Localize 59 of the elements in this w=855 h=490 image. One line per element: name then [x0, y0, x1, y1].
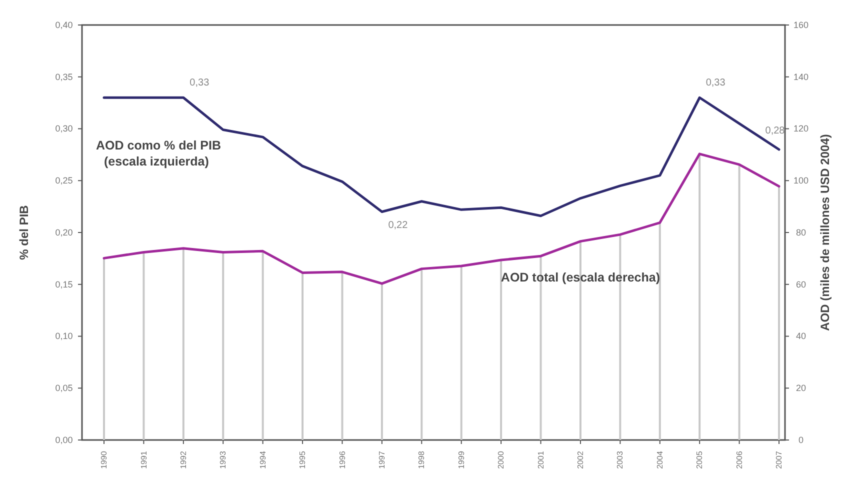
- bar: [380, 284, 383, 440]
- x-tick-label: 2005: [695, 450, 704, 469]
- bar: [698, 154, 701, 440]
- x-tick-label: 2007: [774, 450, 784, 469]
- x-tick-label: 1992: [178, 450, 188, 469]
- bar: [262, 251, 264, 440]
- line-series: [102, 152, 780, 285]
- bar: [738, 164, 740, 440]
- y2-tick-label: 100: [793, 176, 809, 186]
- data-label: 0,22: [388, 220, 408, 231]
- bar: [142, 252, 145, 440]
- y-tick-label: 0,40: [55, 20, 73, 30]
- x-tick-label: 2004: [655, 450, 664, 469]
- x-tick-label: 1998: [417, 450, 426, 469]
- y2-tick-label: 20: [796, 383, 806, 394]
- bar: [778, 186, 780, 440]
- y-tick-label: 0,00: [55, 434, 73, 445]
- x-tick-label: 1991: [139, 450, 148, 469]
- x-tick-label: 1994: [258, 450, 268, 469]
- series-label: AOD total (escala derecha): [500, 270, 660, 284]
- y2-tick-label: 80: [796, 227, 806, 238]
- y2-tick-label: 40: [796, 331, 806, 342]
- x-tick-label: 2000: [496, 450, 506, 469]
- y-tick-label: 0,10: [55, 331, 73, 342]
- x-tick-label: 2006: [734, 450, 744, 469]
- x-tick-label: 2003: [616, 450, 625, 469]
- bar: [420, 268, 423, 440]
- bar: [460, 266, 462, 440]
- bar: [302, 272, 304, 440]
- bar: [500, 260, 502, 440]
- y2-tick-label: 60: [796, 279, 806, 290]
- x-tick-label: 1990: [100, 450, 109, 469]
- x-tick-label: 1995: [298, 450, 308, 469]
- bar: [182, 248, 184, 440]
- x-tick-label: 2001: [536, 450, 546, 469]
- y-axis-title: % del PIB: [17, 204, 31, 260]
- x-tick-label: 1999: [456, 450, 466, 469]
- y-tick-label: 0,20: [55, 227, 73, 238]
- bar: [103, 258, 105, 440]
- y2-tick-label: 160: [793, 20, 809, 30]
- y2-axis-title: AOD (miles de millones USD 2004): [818, 134, 832, 331]
- series-label: AOD como % del PIB (escala izquierda): [96, 138, 222, 169]
- y-tick-label: 0,35: [55, 72, 73, 82]
- bar: [658, 222, 661, 440]
- y2-tick-label: 140: [793, 72, 809, 82]
- x-tick-label: 1997: [378, 450, 386, 469]
- bar: [341, 272, 344, 440]
- bar: [222, 252, 224, 440]
- data-label: 0,33: [706, 78, 726, 89]
- x-tick-label: 1993: [218, 450, 228, 469]
- y2-tick-label: 120: [793, 124, 809, 134]
- x-tick-label: 2002: [576, 450, 586, 469]
- x-tick-label: 1996: [338, 450, 347, 469]
- y-tick-label: 0,15: [55, 279, 73, 290]
- y-tick-label: 0,05: [55, 383, 73, 394]
- y-tick-label: 0,30: [55, 124, 73, 134]
- data-label: 0,33: [190, 78, 210, 89]
- y-tick-label: 0,25: [55, 176, 73, 186]
- y2-tick-label: 0: [798, 434, 804, 445]
